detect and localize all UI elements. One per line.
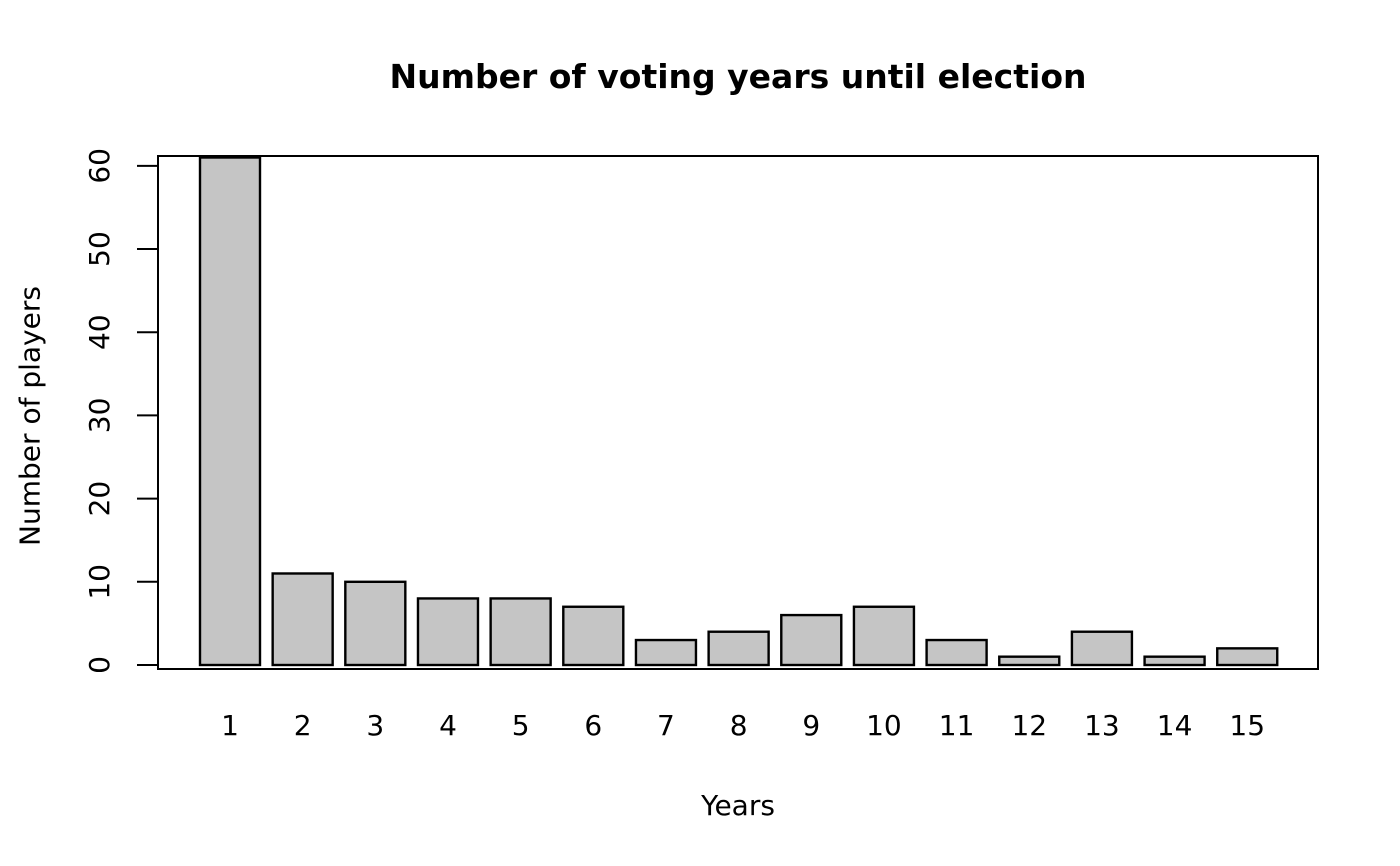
x-tick-label: 10 bbox=[866, 709, 902, 742]
bar bbox=[998, 655, 1061, 667]
bar bbox=[416, 597, 480, 667]
bar bbox=[198, 156, 262, 667]
bar bbox=[271, 572, 334, 667]
y-tick-label: 40 bbox=[83, 314, 116, 350]
x-tick-label: 1 bbox=[221, 709, 239, 742]
x-tick-label: 4 bbox=[439, 709, 457, 742]
bar bbox=[1143, 655, 1206, 667]
x-tick-label: 5 bbox=[512, 709, 530, 742]
x-tick-label: 11 bbox=[939, 709, 975, 742]
chart-title: Number of voting years until election bbox=[389, 57, 1087, 96]
x-tick-label: 6 bbox=[584, 709, 602, 742]
x-tick-label: 9 bbox=[802, 709, 820, 742]
x-axis-label: Years bbox=[701, 789, 775, 822]
y-tick-label: 10 bbox=[83, 564, 116, 600]
y-tick-label: 0 bbox=[83, 656, 116, 674]
x-tick-label: 8 bbox=[730, 709, 748, 742]
bar bbox=[1070, 630, 1134, 667]
bar bbox=[634, 638, 698, 667]
bar bbox=[707, 630, 770, 667]
bar bbox=[562, 605, 625, 667]
x-tick-label: 13 bbox=[1084, 709, 1120, 742]
bar bbox=[344, 580, 407, 667]
x-tick-label: 7 bbox=[657, 709, 675, 742]
y-tick-label: 20 bbox=[83, 481, 116, 517]
plot-box bbox=[157, 155, 1319, 670]
x-tick-label: 15 bbox=[1229, 709, 1265, 742]
bar bbox=[925, 638, 988, 667]
bar bbox=[1216, 647, 1279, 667]
x-tick-label: 2 bbox=[294, 709, 312, 742]
y-tick-label: 60 bbox=[83, 148, 116, 184]
bar bbox=[489, 597, 552, 667]
x-tick-label: 12 bbox=[1011, 709, 1047, 742]
y-tick-label: 50 bbox=[83, 231, 116, 267]
x-tick-label: 14 bbox=[1157, 709, 1193, 742]
y-tick-label: 30 bbox=[83, 398, 116, 434]
bar bbox=[780, 613, 843, 667]
x-tick-label: 3 bbox=[366, 709, 384, 742]
bar bbox=[852, 605, 916, 667]
